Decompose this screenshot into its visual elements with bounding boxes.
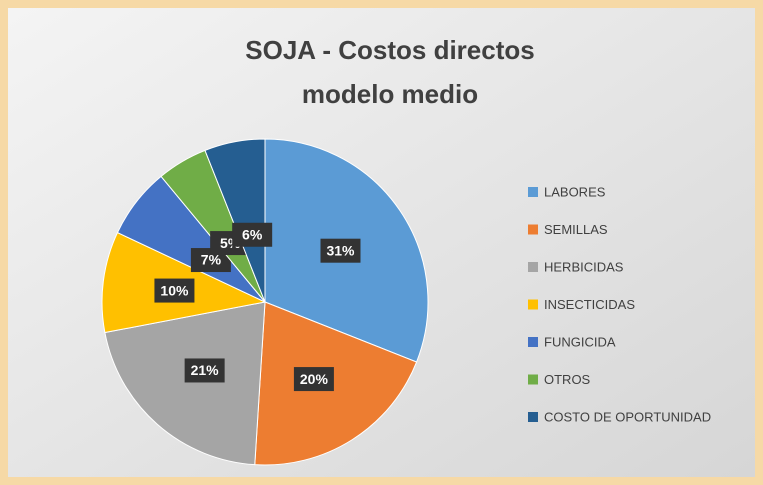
data-label: 6% bbox=[242, 226, 263, 242]
legend-label: FUNGICIDA bbox=[544, 334, 616, 349]
chart-title: modelo medio bbox=[302, 79, 478, 109]
legend-swatch bbox=[528, 299, 538, 310]
data-label: 20% bbox=[300, 371, 329, 387]
pie-slice bbox=[104, 301, 266, 466]
data-label: 7% bbox=[201, 252, 222, 268]
chart-title: SOJA - Costos directos bbox=[245, 35, 534, 65]
data-label-box bbox=[293, 367, 334, 392]
data-label: 21% bbox=[191, 362, 220, 378]
pie-slice bbox=[254, 301, 418, 466]
legend-label: LABORES bbox=[544, 184, 606, 199]
legend-swatch bbox=[528, 187, 538, 197]
legend-label: INSECTICIDAS bbox=[544, 297, 635, 312]
data-label: 31% bbox=[326, 242, 355, 258]
pie-slice bbox=[204, 138, 266, 303]
data-label-box bbox=[154, 278, 195, 303]
legend-swatch bbox=[528, 262, 538, 272]
legend-label: HERBICIDAS bbox=[544, 259, 624, 274]
legend-swatch bbox=[528, 412, 538, 422]
legend-label: SEMILLAS bbox=[544, 222, 608, 237]
legend-swatch bbox=[528, 374, 538, 385]
data-label-box bbox=[320, 238, 361, 263]
data-label-box bbox=[232, 222, 273, 247]
legend-swatch bbox=[528, 224, 538, 235]
legend-label: OTROS bbox=[544, 372, 591, 387]
data-label-box bbox=[184, 358, 225, 383]
legend-label: COSTO DE OPORTUNIDAD bbox=[544, 409, 711, 424]
data-label: 10% bbox=[160, 282, 189, 298]
legend-swatch bbox=[528, 337, 538, 347]
